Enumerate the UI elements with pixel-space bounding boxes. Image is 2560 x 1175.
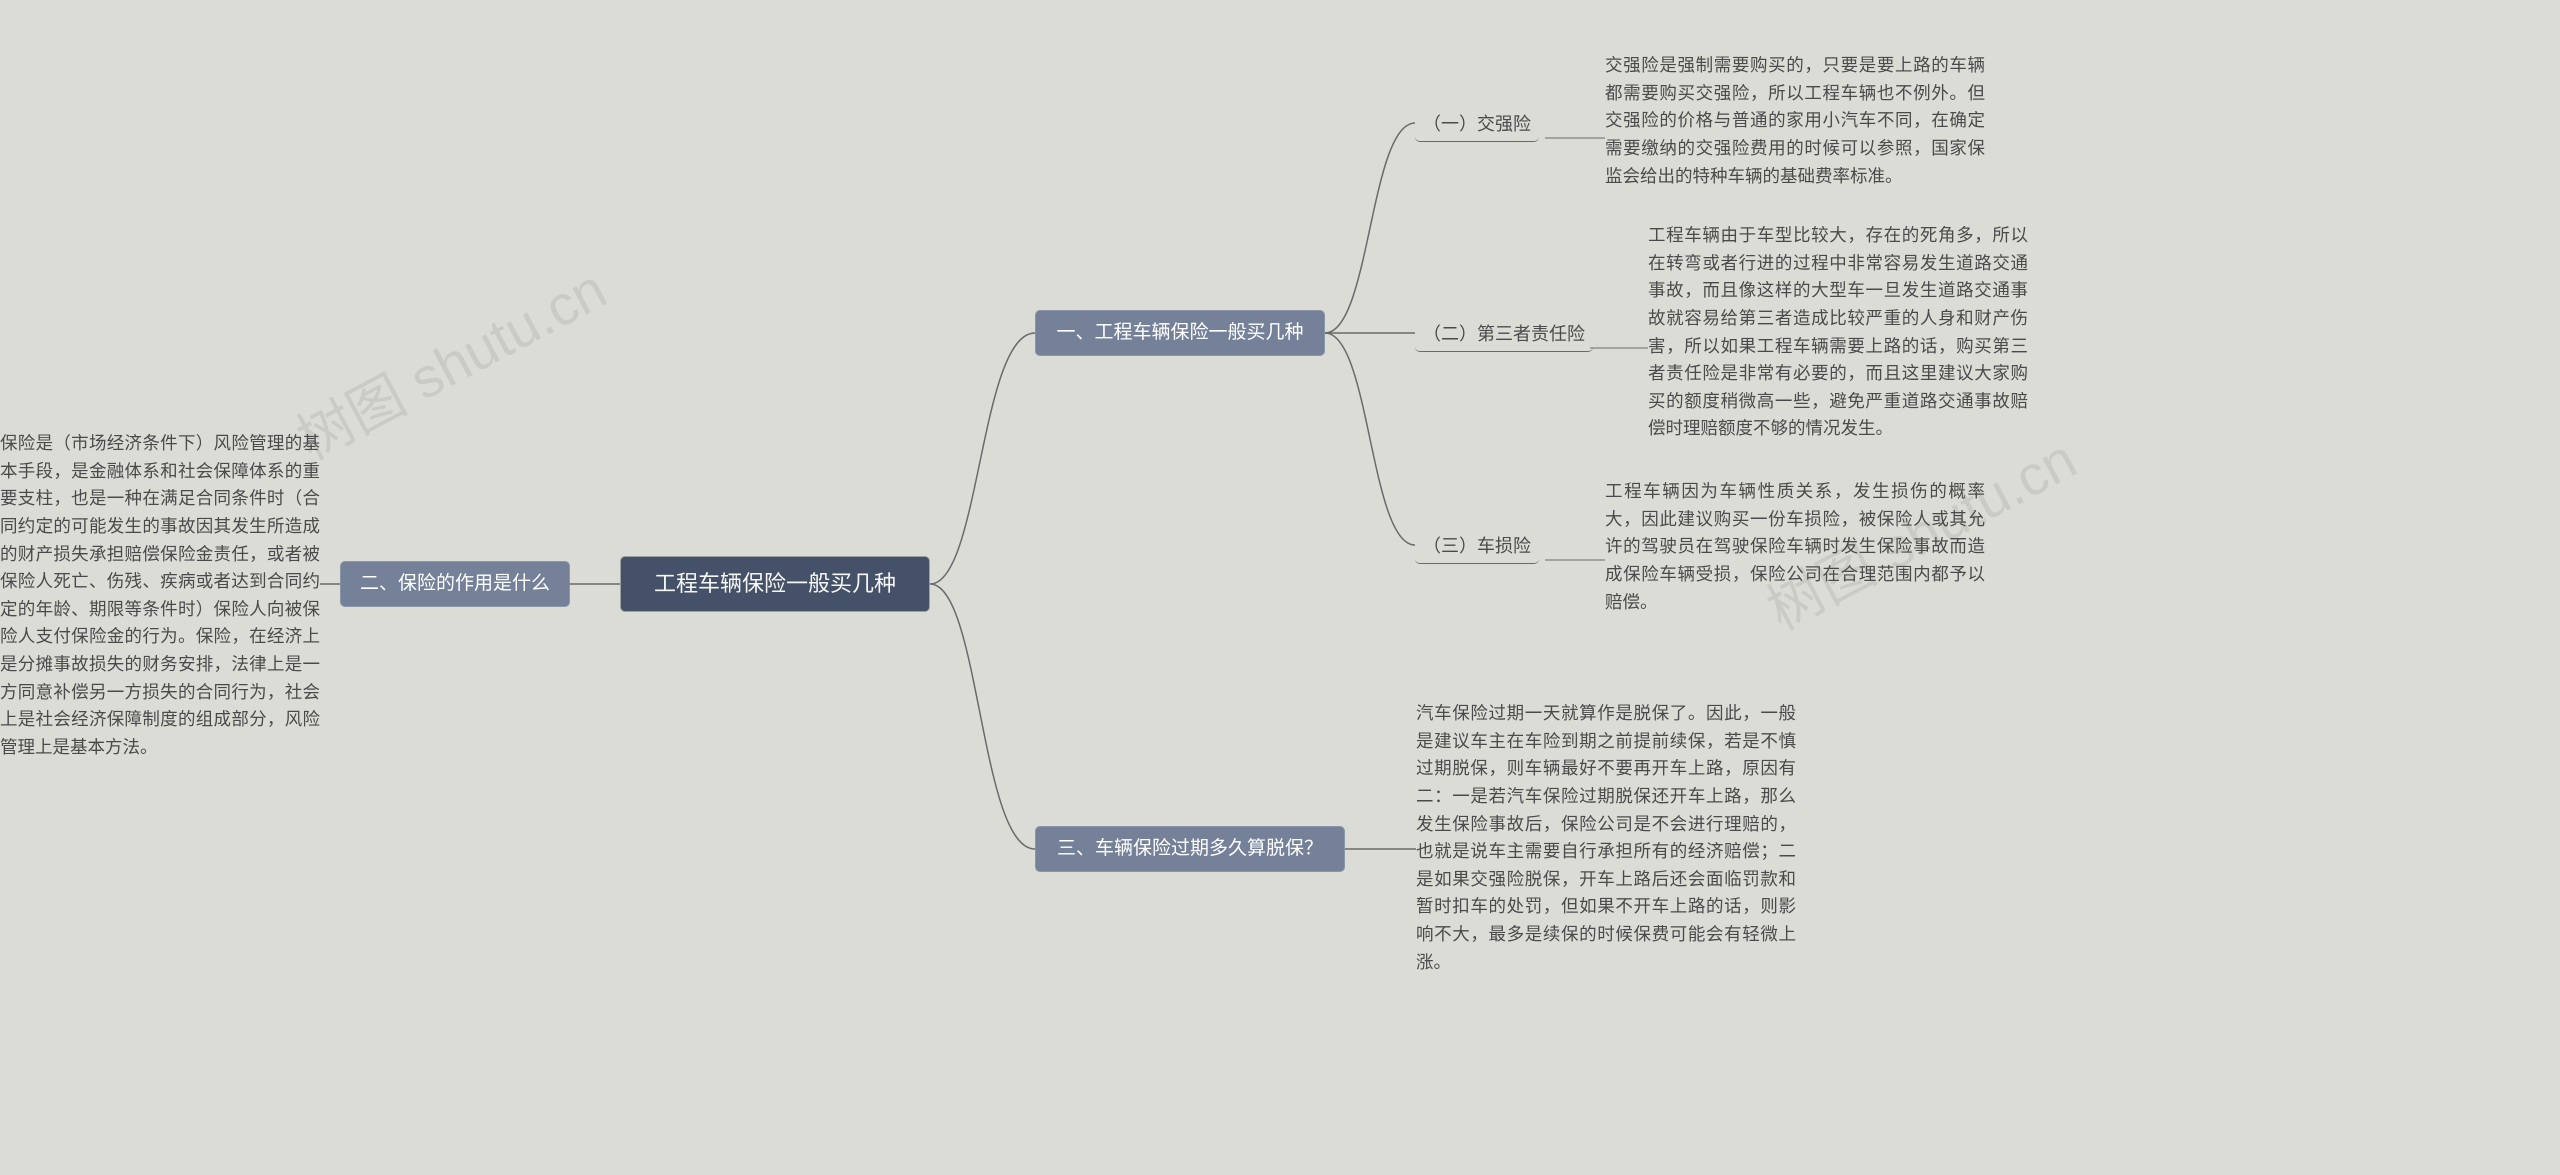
branch-right-2-label: 三、车辆保险过期多久算脱保？ [1057, 836, 1323, 863]
leaf-1-1-label: （一）交强险 [1423, 112, 1531, 137]
branch-left-label: 二、保险的作用是什么 [360, 571, 550, 598]
leaf-1-3-label: （三）车损险 [1423, 534, 1531, 559]
branch-right-2-desc: 汽车保险过期一天就算作是脱保了。因此，一般是建议车主在车险到期之前提前续保，若是… [1416, 700, 1796, 976]
leaf-1-2-desc: 工程车辆由于车型比较大，存在的死角多，所以在转弯或者行进的过程中非常容易发生道路… [1648, 222, 2028, 443]
branch-right-1[interactable]: 一、工程车辆保险一般买几种 [1035, 310, 1325, 356]
branch-left-desc: 保险是（市场经济条件下）风险管理的基本手段，是金融体系和社会保障体系的重要支柱，… [0, 430, 320, 762]
leaf-1-3[interactable]: （三）车损险 [1415, 530, 1539, 564]
mindmap-canvas: 工程车辆保险一般买几种 二、保险的作用是什么 保险是（市场经济条件下）风险管理的… [0, 0, 2560, 1175]
branch-right-1-label: 一、工程车辆保险一般买几种 [1056, 320, 1303, 347]
leaf-1-1-desc: 交强险是强制需要购买的，只要是要上路的车辆都需要购买交强险，所以工程车辆也不例外… [1605, 52, 1985, 190]
root-node[interactable]: 工程车辆保险一般买几种 [620, 556, 930, 612]
leaf-1-3-desc: 工程车辆因为车辆性质关系，发生损伤的概率大，因此建议购买一份车损险，被保险人或其… [1605, 478, 1985, 616]
branch-left[interactable]: 二、保险的作用是什么 [340, 561, 570, 607]
leaf-1-2[interactable]: （二）第三者责任险 [1415, 318, 1593, 352]
root-label: 工程车辆保险一般买几种 [654, 569, 896, 600]
leaf-1-1[interactable]: （一）交强险 [1415, 108, 1539, 142]
branch-right-2[interactable]: 三、车辆保险过期多久算脱保？ [1035, 826, 1345, 872]
leaf-1-2-label: （二）第三者责任险 [1423, 322, 1585, 347]
